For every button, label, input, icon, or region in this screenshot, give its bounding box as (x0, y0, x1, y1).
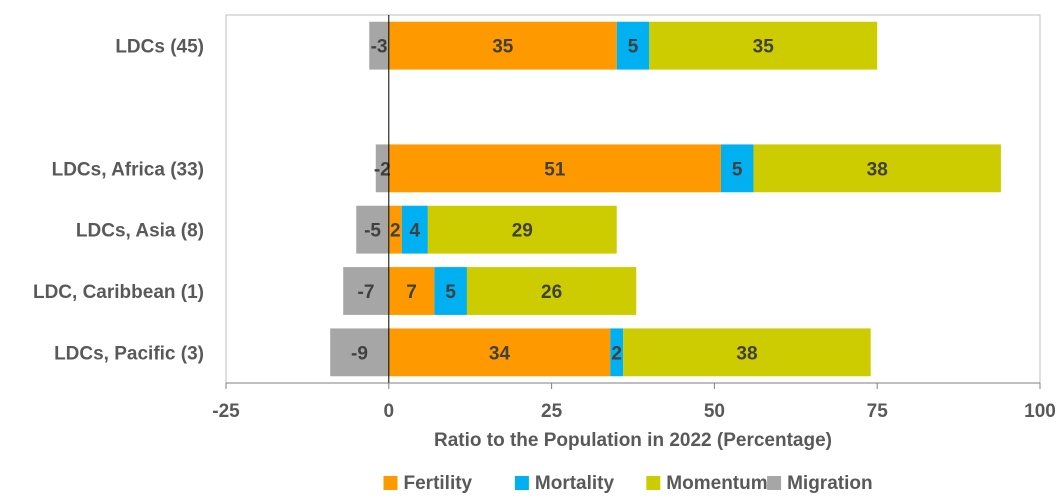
bar-fertility (388, 267, 435, 315)
bar-momentum (427, 205, 617, 254)
x-axis-title: Ratio to the Population in 2022 (Percent… (434, 430, 832, 451)
data-label: 38 (736, 343, 757, 364)
legend: Fertility Mortality Momentum Migration (383, 473, 873, 494)
legend-swatch-fertility (383, 476, 398, 490)
data-label: 2 (611, 343, 622, 364)
data-label: 51 (544, 159, 566, 180)
bar-fertility (388, 205, 402, 254)
bar-fertility (388, 21, 617, 70)
x-tick-label: -25 (212, 401, 240, 422)
data-label: 29 (512, 221, 533, 242)
bar-mortality (616, 21, 650, 70)
bar-mortality (401, 205, 428, 254)
data-label: 5 (445, 282, 456, 303)
data-label: -5 (364, 221, 381, 242)
bar-mortality (610, 328, 624, 377)
plot-area (225, 14, 1041, 384)
legend-label: Fertility (404, 473, 473, 494)
x-tick-label: 100 (1024, 401, 1056, 422)
legend-swatch-momentum (646, 476, 661, 490)
legend-swatch-mortality (514, 476, 529, 490)
bar-mortality (720, 144, 754, 193)
data-label: 26 (541, 282, 562, 303)
x-tick-label: 50 (704, 401, 725, 422)
data-label: -2 (374, 159, 391, 180)
data-label: 7 (406, 282, 417, 303)
data-label: -9 (351, 343, 368, 364)
data-label: 5 (628, 37, 639, 58)
data-label: 2 (390, 221, 401, 242)
x-tick-label: 75 (867, 401, 889, 422)
data-label: 35 (492, 37, 514, 58)
legend-label: Momentum (666, 473, 767, 494)
bar-migration (375, 144, 389, 193)
bar-migration (369, 21, 389, 70)
bar-migration (330, 328, 389, 377)
data-label: 35 (753, 37, 775, 58)
data-label: -7 (358, 282, 375, 303)
bar-momentum (649, 21, 878, 70)
bar-fertility (388, 328, 611, 377)
legend-label: Migration (787, 473, 873, 494)
bar-momentum (623, 328, 871, 377)
legend-label: Mortality (535, 473, 615, 494)
legend-swatch-migration (767, 476, 782, 490)
data-label: 5 (732, 159, 743, 180)
data-label: 4 (410, 221, 421, 242)
x-tick-label: 25 (541, 401, 563, 422)
category-label: LDCs, Africa (33) (52, 159, 204, 180)
data-label: 38 (867, 159, 888, 180)
bar-momentum (753, 144, 1001, 193)
bar-mortality (434, 267, 467, 315)
category-label: LDCs (45) (115, 37, 204, 58)
bar-fertility (388, 144, 721, 193)
data-label: -3 (371, 37, 388, 58)
bar-momentum (466, 267, 637, 315)
category-label: LDCs, Asia (8) (76, 221, 204, 242)
category-label: LDC, Caribbean (1) (33, 282, 204, 303)
category-label: LDCs, Pacific (3) (54, 343, 204, 364)
bar-migration (343, 267, 389, 315)
x-tick-label: 0 (384, 401, 395, 422)
bar-migration (356, 205, 389, 254)
data-label: 34 (489, 343, 511, 364)
